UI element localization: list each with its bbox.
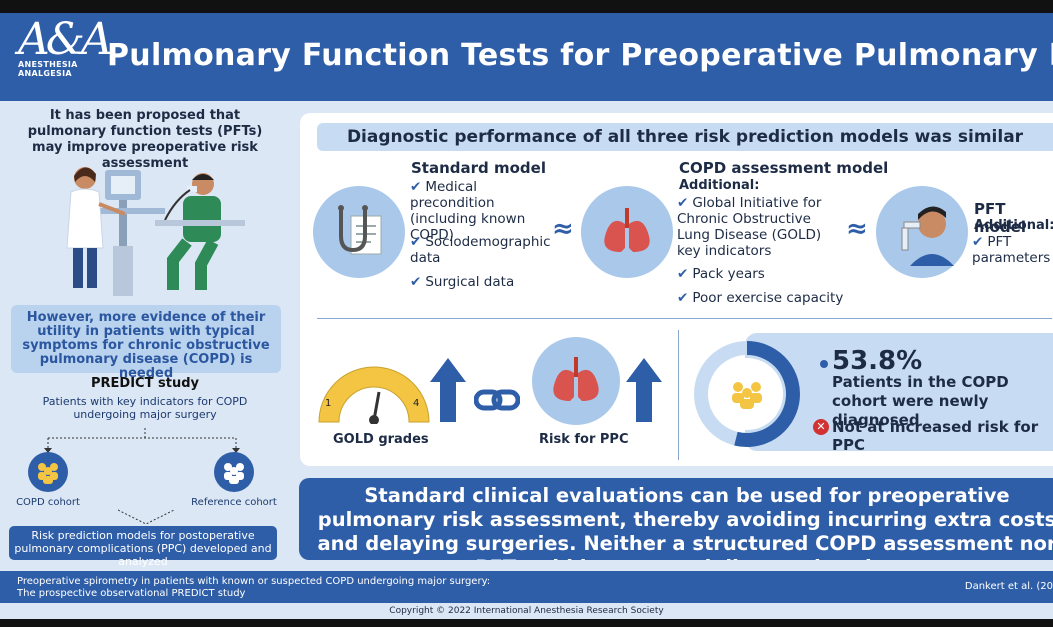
predict-title: PREDICT study [91, 376, 199, 391]
merge-lines [118, 509, 174, 525]
copd-item-3: ✔ Poor exercise capacity [677, 290, 847, 306]
group-people-icon [732, 382, 762, 409]
group-people-icon-white [224, 463, 244, 484]
check-icon: ✔ [677, 290, 689, 306]
top-black-bar [0, 0, 1053, 13]
logo-line1: ANESTHESIA [18, 60, 78, 69]
copd-item-2-text: Pack years [692, 266, 765, 282]
page-title: Pulmonary Function Tests for Preoperativ… [107, 38, 1053, 73]
standard-item-3: ✔ Surgical data [410, 274, 550, 290]
copd-cohort-label: COPD cohort [16, 497, 80, 508]
standard-item-2: ✔ Sociodemographic data [410, 234, 551, 266]
citation-line1: Preoperative spirometry in patients with… [17, 576, 491, 587]
newly-diagnosed-percent: 53.8% [832, 346, 923, 376]
gauge-max-label: 4 [413, 398, 420, 409]
x-circle-icon: ✕ [813, 419, 829, 435]
risk-ppc-label: Risk for PPC [539, 432, 629, 447]
header-banner [0, 13, 1053, 101]
gold-grades-label: GOLD grades [333, 432, 429, 447]
vertical-divider [678, 330, 679, 460]
ppc-lungs-circle [532, 337, 620, 425]
copd-item-3-text: Poor exercise capacity [692, 290, 844, 306]
reference-cohort-label: Reference cohort [191, 497, 277, 508]
approx-symbol-1: ≈ [552, 214, 574, 244]
lungs-icon [553, 357, 599, 401]
risk-models-box: Risk prediction models for postoperative… [9, 526, 277, 568]
author-citation: Dankert et al. (20 [964, 581, 1053, 592]
up-arrow-icon [430, 358, 466, 422]
gauge-min-label: 1 [325, 398, 332, 409]
up-arrow-icon [626, 358, 662, 422]
copd-item-1-text: Global Initiative for Chronic Obstructiv… [677, 195, 822, 259]
evidence-box: However, more evidence of their utility … [11, 305, 281, 381]
standard-item-1-text: Medical precondition (including known CO… [410, 179, 526, 243]
standard-model-circle [313, 186, 405, 278]
reference-cohort-icon [214, 452, 254, 492]
copd-model-title: COPD assessment model [679, 159, 889, 177]
donut-chart [694, 341, 800, 447]
citation-line2: The prospective observational PREDICT st… [17, 588, 246, 599]
pft-model-title: PFT model [974, 200, 1026, 236]
copyright: Copyright © 2022 International Anesthesi… [0, 603, 1053, 619]
footer-bar: Preoperative spirometry in patients with… [0, 571, 1053, 603]
approx-symbol-2: ≈ [846, 214, 868, 244]
citation: Preoperative spirometry in patients with… [17, 576, 490, 600]
standard-item-3-text: Surgical data [425, 274, 515, 290]
bottom-black-bar [0, 619, 1053, 627]
logo-mark: A&A [18, 14, 113, 65]
newly-diagnosed-text: Patients in the COPD cohort were newly d… [832, 373, 1009, 429]
standard-item-2-text: Sociodemographic data [410, 234, 551, 266]
logo-line2: ANALGESIA [18, 69, 72, 78]
check-icon: ✔ [677, 266, 689, 282]
check-icon: ✔ [410, 234, 422, 250]
stethoscope-document-icon [338, 205, 382, 255]
copd-cohort-icon [28, 452, 68, 492]
copd-item-2: ✔ Pack years [677, 266, 835, 282]
standard-model-title: Standard model [411, 159, 546, 177]
spirometer-person-icon [901, 206, 954, 266]
predict-subtitle: Patients with key indicators for COPD un… [42, 395, 248, 421]
pft-model-circle [876, 186, 968, 278]
bullet-dot [820, 360, 828, 368]
cohort-split-lines [44, 428, 240, 453]
check-icon: ✔ [677, 195, 689, 211]
conclusion-text: Standard clinical evaluations can be use… [317, 484, 1053, 560]
conclusion-box: Standard clinical evaluations can be use… [299, 478, 1053, 560]
check-icon: ✔ [972, 234, 984, 250]
pft-additional: Additional: [974, 218, 1053, 233]
copd-item-1: ✔ Global Initiative for Chronic Obstructi… [677, 195, 835, 259]
copd-additional: Additional: [679, 178, 760, 193]
group-people-icon [38, 463, 58, 484]
standard-item-1: ✔ Medical precondition (including known C… [410, 179, 560, 243]
gold-gauge-icon [318, 366, 430, 424]
copd-model-circle [581, 186, 673, 278]
not-at-risk-text: Not at increased risk for PPC [832, 418, 1039, 454]
check-icon: ✔ [410, 274, 422, 290]
intro-text: It has been proposed that pulmonary func… [27, 108, 263, 171]
check-icon: ✔ [410, 179, 422, 195]
section-divider [317, 318, 1052, 319]
pft-item-1-text: PFT parameters [972, 234, 1051, 266]
lungs-icon [604, 208, 650, 252]
doctor-patient-illustration [66, 167, 245, 296]
diagnostic-title: Diagnostic performance of all three risk… [317, 123, 1053, 151]
pft-item-1: ✔ PFT parameters [972, 234, 1053, 266]
journal-logo: A&A ANESTHESIA ANALGESIA [18, 14, 113, 94]
link-icon [474, 389, 520, 411]
